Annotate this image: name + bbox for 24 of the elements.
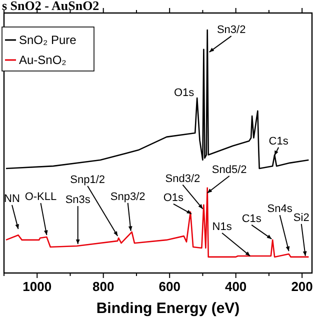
legend-label: SnO₂ Pure bbox=[19, 33, 77, 47]
annotation: Sn3/2 bbox=[216, 24, 246, 36]
annotation: O-KLL bbox=[24, 191, 57, 204]
x-tick-label: 600 bbox=[158, 279, 180, 294]
annotation: Sn3s bbox=[65, 194, 91, 206]
annotation: Si2 bbox=[293, 212, 310, 224]
annotation: C1s bbox=[242, 212, 262, 225]
annotation: NN bbox=[4, 192, 20, 205]
annotation: Snp3/2 bbox=[110, 190, 146, 203]
chart-title: s SnO2 - AuSnO2 bbox=[2, 0, 100, 13]
annotation: Snp1/2 bbox=[70, 174, 106, 186]
x-tick-label: 200 bbox=[291, 279, 313, 294]
annotation: Sn4s bbox=[267, 203, 293, 216]
annotation: Snd3/2 bbox=[165, 172, 200, 185]
annotation: Snd5/2 bbox=[212, 164, 247, 176]
annotation: O1s bbox=[174, 87, 195, 100]
x-tick-label: 1000 bbox=[22, 279, 52, 294]
x-axis-title: Binding Energy (eV) bbox=[96, 300, 240, 317]
annotation: O1s bbox=[163, 192, 184, 204]
annotation: C1s bbox=[268, 135, 289, 148]
x-tick-label: 800 bbox=[92, 279, 114, 294]
legend-label: Au-SnO₂ bbox=[19, 53, 67, 67]
x-tick-label: 400 bbox=[224, 279, 247, 294]
annotation: N1s bbox=[212, 220, 232, 233]
